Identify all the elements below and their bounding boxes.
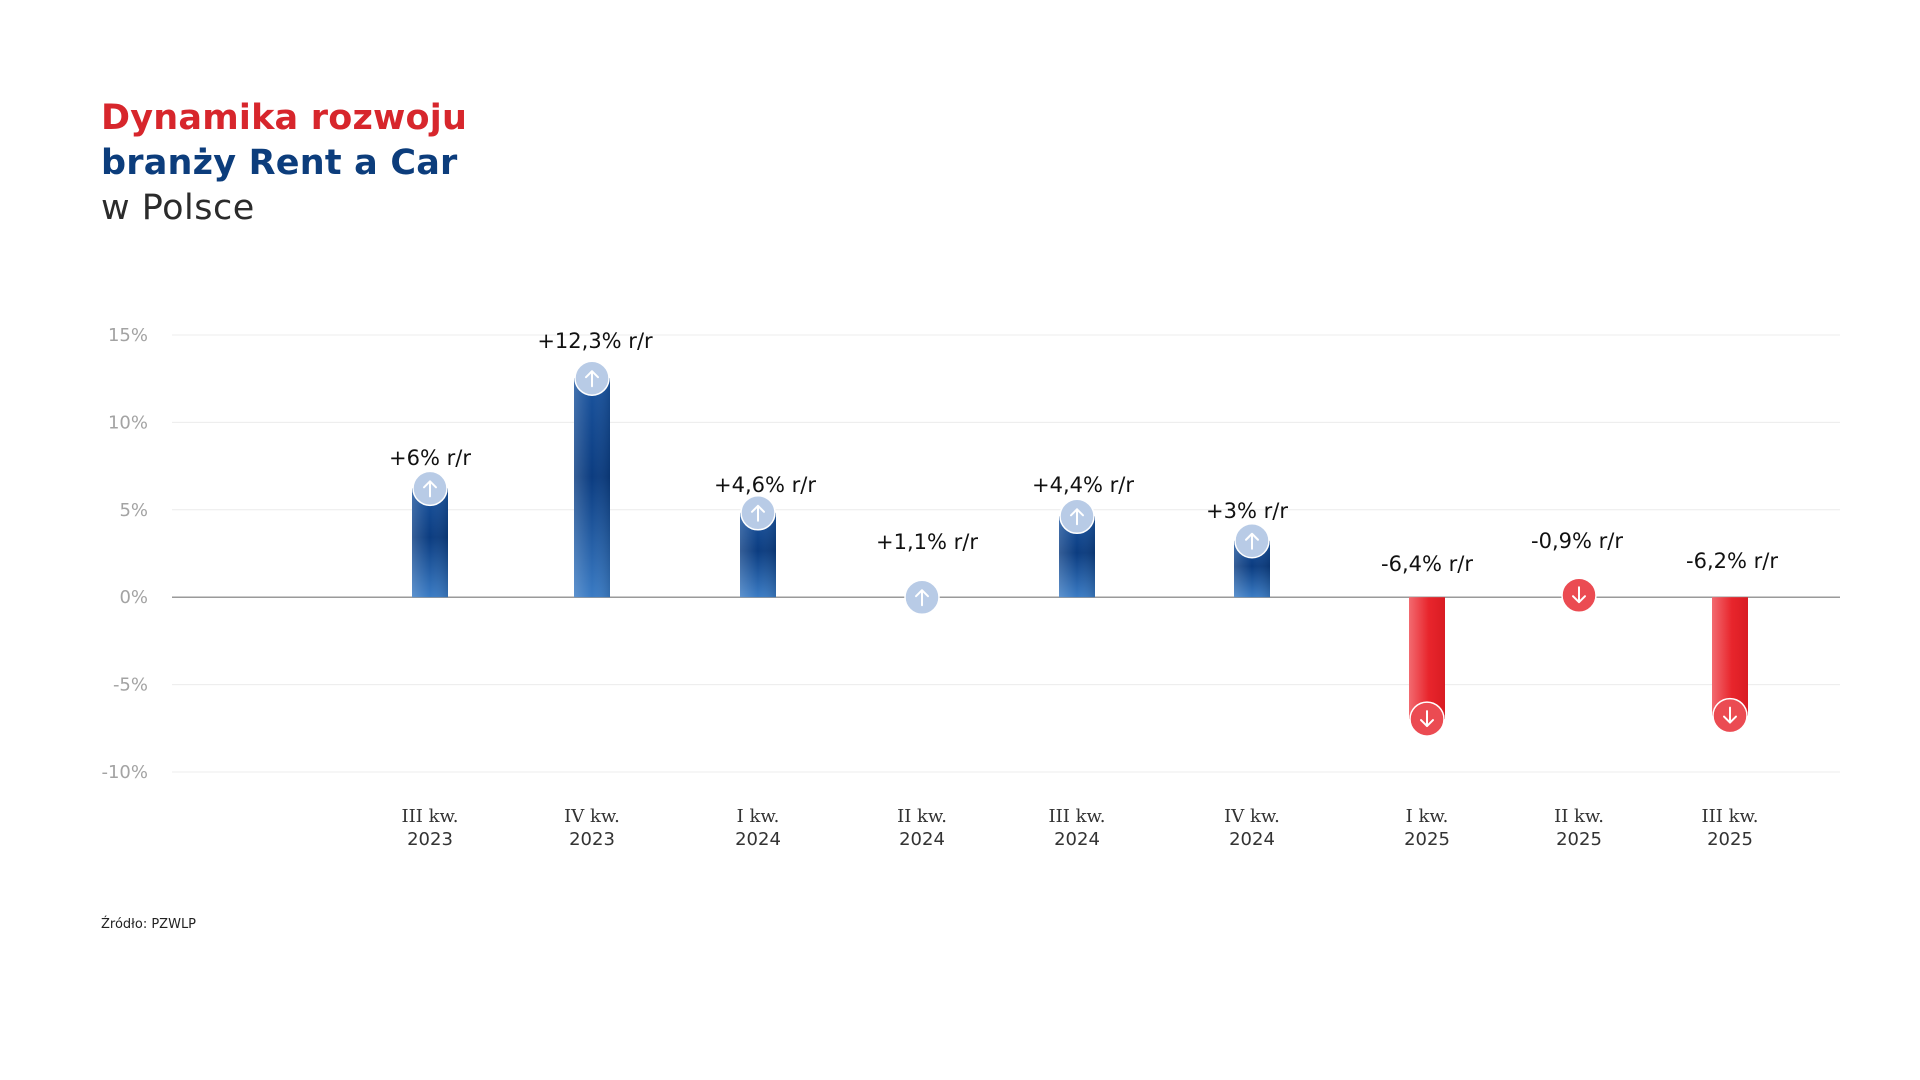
x-tick-label: 2025 <box>1556 829 1602 850</box>
x-tick-label: IV kw. <box>564 806 620 827</box>
chart-title: Dynamika rozwoju branży Rent a Car w Pol… <box>101 96 467 231</box>
y-tick-label: 10% <box>108 412 148 433</box>
data-label: +4,4% r/r <box>1032 473 1134 497</box>
x-tick-label: 2024 <box>1054 829 1100 850</box>
bar-shade <box>574 378 610 598</box>
x-tick-label: 2023 <box>407 829 453 850</box>
title-line-1: Dynamika rozwoju <box>101 98 468 138</box>
data-label: +12,3% r/r <box>537 329 653 353</box>
arrow-up-icon <box>423 480 437 498</box>
data-label: +1,1% r/r <box>876 530 978 554</box>
data-label: -6,2% r/r <box>1686 549 1778 573</box>
arrow-up-icon <box>1070 508 1084 526</box>
arrow-down-icon <box>1420 710 1434 728</box>
x-tick-label: II kw. <box>1554 806 1604 827</box>
data-labels: +6% r/r +12,3% r/r +4,6% r/r +1,1% r/r +4,4%… <box>389 329 1778 576</box>
x-tick-label: 2024 <box>1229 829 1275 850</box>
y-tick-label: -5% <box>113 675 148 696</box>
data-label: +4,6% r/r <box>714 473 816 497</box>
x-tick-label: 2025 <box>1404 829 1450 850</box>
title-line-2: branży Rent a Car <box>101 143 458 183</box>
x-tick-label: IV kw. <box>1224 806 1280 827</box>
x-tick-label: III kw. <box>402 806 459 827</box>
y-tick-label: 0% <box>119 587 148 608</box>
arrow-up-icon <box>585 370 599 388</box>
bar <box>1712 597 1748 716</box>
bar <box>1409 597 1445 720</box>
y-axis: 15% 10% 5% 0% -5% -10% <box>101 325 148 783</box>
y-tick-label: -10% <box>101 762 148 783</box>
x-tick-label: I kw. <box>1406 806 1449 827</box>
arrow-up-icon <box>1245 532 1259 550</box>
arrow-up-icon <box>915 589 929 607</box>
source-note: Źródło: PZWLP <box>101 917 196 932</box>
source-value: PZWLP <box>151 917 197 932</box>
x-tick-label: 2024 <box>735 829 781 850</box>
arrow-up-icon <box>751 504 765 522</box>
x-tick-label: II kw. <box>897 806 947 827</box>
arrow-down-icon <box>1723 706 1737 724</box>
x-tick-label: 2025 <box>1707 829 1753 850</box>
title-line-3: w Polsce <box>101 188 255 228</box>
x-tick-label: 2023 <box>569 829 615 850</box>
x-tick-label: III kw. <box>1049 806 1106 827</box>
x-tick-label: 2024 <box>899 829 945 850</box>
data-label: -0,9% r/r <box>1531 529 1623 553</box>
data-label: -6,4% r/r <box>1381 552 1473 576</box>
y-tick-label: 5% <box>119 500 148 521</box>
bar-shade <box>412 488 448 598</box>
data-label: +6% r/r <box>389 446 471 470</box>
x-tick-label: I kw. <box>737 806 780 827</box>
source-label: Źródło: <box>101 917 148 932</box>
x-tick-label: III kw. <box>1702 806 1759 827</box>
data-label: +3% r/r <box>1206 499 1288 523</box>
arrow-down-icon <box>1572 586 1586 604</box>
y-tick-label: 15% <box>108 325 148 346</box>
bars <box>412 360 1748 737</box>
